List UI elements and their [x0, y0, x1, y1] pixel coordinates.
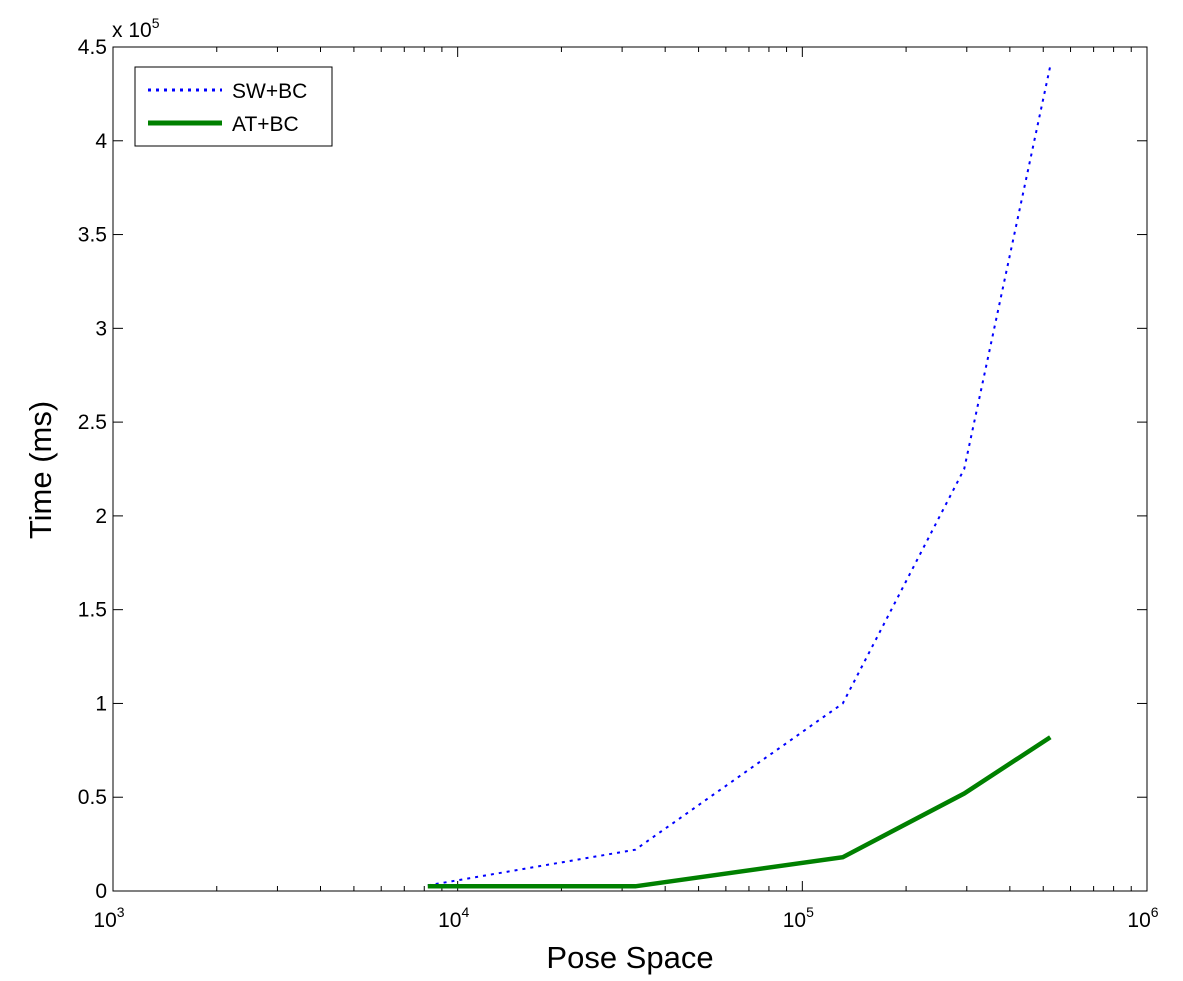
x-tick-label: 106: [1127, 904, 1158, 932]
y-tick-label: 4.5: [78, 36, 107, 59]
legend-label-at-bc: AT+BC: [232, 113, 299, 136]
legend-box: [134, 66, 333, 147]
series-line-sw-bc: [427, 65, 1052, 887]
y-tick-label: 1.5: [78, 599, 107, 622]
series-lines: [427, 65, 1052, 889]
y-tick-label: 2: [95, 505, 107, 528]
y-tick-label: 0: [95, 880, 107, 903]
x-tick-label: 103: [93, 904, 124, 932]
x-axis-title: Pose Space: [546, 940, 713, 975]
tick-labels: 0 0.5 1 1.5 2 2.5 3 3.5 4 4.5 103 104 105 106: [78, 36, 1159, 932]
y-multiplier: x 105: [112, 15, 160, 42]
y-axis-title: Time (ms): [23, 401, 58, 539]
x-tick-label: 105: [783, 904, 814, 932]
plot-area: [112, 46, 1148, 892]
y-tick-label: 0.5: [78, 786, 107, 809]
y-multiplier-exponent: 5: [152, 15, 160, 31]
y-tick-label: 4: [95, 130, 107, 153]
legend: SW+BC AT+BC: [134, 66, 333, 147]
legend-label-sw-bc: SW+BC: [232, 80, 307, 103]
tick-marks: [112, 46, 1148, 892]
series-line-at-bc: [427, 735, 1052, 889]
y-tick-label: 2.5: [78, 411, 107, 434]
x-tick-label: 104: [438, 904, 469, 932]
y-tick-label: 3.5: [78, 224, 107, 247]
y-tick-label: 1: [95, 692, 107, 715]
y-tick-label: 3: [95, 317, 107, 340]
